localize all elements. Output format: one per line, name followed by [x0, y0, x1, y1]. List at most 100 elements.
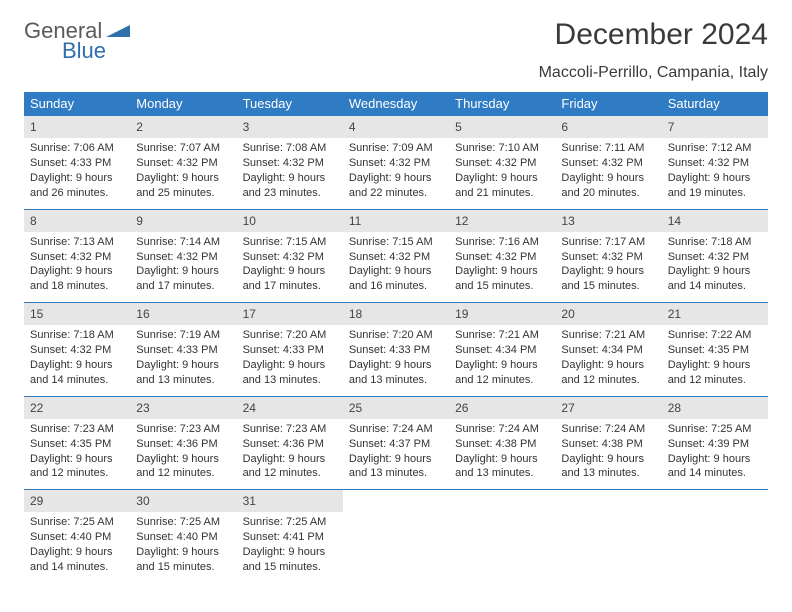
day-data-cell: [555, 512, 661, 582]
day-data-cell: Sunrise: 7:19 AMSunset: 4:33 PMDaylight:…: [130, 325, 236, 396]
day-data-cell: Sunrise: 7:18 AMSunset: 4:32 PMDaylight:…: [662, 232, 768, 303]
day-data-cell: [662, 512, 768, 582]
day-data-cell: Sunrise: 7:25 AMSunset: 4:41 PMDaylight:…: [237, 512, 343, 582]
day-number-cell: 25: [343, 396, 449, 419]
sunrise-line: Sunrise: 7:23 AM: [30, 422, 124, 437]
day-number-cell: 5: [449, 116, 555, 139]
daylight-line: Daylight: 9 hours and 15 minutes.: [561, 264, 655, 294]
sunset-line: Sunset: 4:32 PM: [561, 250, 655, 265]
daylight-line: Daylight: 9 hours and 13 minutes.: [243, 358, 337, 388]
day-number-cell: 28: [662, 396, 768, 419]
day-number-cell: 9: [130, 209, 236, 232]
sunrise-line: Sunrise: 7:21 AM: [455, 328, 549, 343]
day-data-row: Sunrise: 7:18 AMSunset: 4:32 PMDaylight:…: [24, 325, 768, 396]
day-data-cell: Sunrise: 7:25 AMSunset: 4:39 PMDaylight:…: [662, 419, 768, 490]
day-data-row: Sunrise: 7:06 AMSunset: 4:33 PMDaylight:…: [24, 138, 768, 209]
day-data-cell: [449, 512, 555, 582]
daylight-line: Daylight: 9 hours and 13 minutes.: [349, 452, 443, 482]
sunset-line: Sunset: 4:38 PM: [561, 437, 655, 452]
sunrise-line: Sunrise: 7:23 AM: [243, 422, 337, 437]
sunset-line: Sunset: 4:39 PM: [668, 437, 762, 452]
sunrise-line: Sunrise: 7:25 AM: [668, 422, 762, 437]
daylight-line: Daylight: 9 hours and 12 minutes.: [561, 358, 655, 388]
day-number-cell: 4: [343, 116, 449, 139]
sunrise-line: Sunrise: 7:25 AM: [243, 515, 337, 530]
sunset-line: Sunset: 4:32 PM: [30, 343, 124, 358]
sunset-line: Sunset: 4:32 PM: [30, 250, 124, 265]
sunset-line: Sunset: 4:33 PM: [136, 343, 230, 358]
day-data-cell: Sunrise: 7:25 AMSunset: 4:40 PMDaylight:…: [24, 512, 130, 582]
sunset-line: Sunset: 4:34 PM: [455, 343, 549, 358]
day-data-cell: Sunrise: 7:23 AMSunset: 4:35 PMDaylight:…: [24, 419, 130, 490]
sunrise-line: Sunrise: 7:16 AM: [455, 235, 549, 250]
sunset-line: Sunset: 4:33 PM: [30, 156, 124, 171]
day-data-cell: Sunrise: 7:10 AMSunset: 4:32 PMDaylight:…: [449, 138, 555, 209]
daylight-line: Daylight: 9 hours and 15 minutes.: [243, 545, 337, 575]
sunset-line: Sunset: 4:32 PM: [243, 250, 337, 265]
day-number-cell: [555, 490, 661, 513]
day-data-cell: Sunrise: 7:17 AMSunset: 4:32 PMDaylight:…: [555, 232, 661, 303]
sunset-line: Sunset: 4:32 PM: [455, 156, 549, 171]
daylight-line: Daylight: 9 hours and 13 minutes.: [455, 452, 549, 482]
daylight-line: Daylight: 9 hours and 16 minutes.: [349, 264, 443, 294]
sunset-line: Sunset: 4:32 PM: [136, 156, 230, 171]
sunset-line: Sunset: 4:34 PM: [561, 343, 655, 358]
day-number-cell: 15: [24, 303, 130, 326]
sunrise-line: Sunrise: 7:10 AM: [455, 141, 549, 156]
daylight-line: Daylight: 9 hours and 13 minutes.: [349, 358, 443, 388]
daylight-line: Daylight: 9 hours and 21 minutes.: [455, 171, 549, 201]
day-number-cell: 11: [343, 209, 449, 232]
day-number-cell: 10: [237, 209, 343, 232]
sunset-line: Sunset: 4:32 PM: [455, 250, 549, 265]
weekday-header: Tuesday: [237, 92, 343, 116]
sunrise-line: Sunrise: 7:15 AM: [243, 235, 337, 250]
daylight-line: Daylight: 9 hours and 15 minutes.: [455, 264, 549, 294]
day-data-cell: Sunrise: 7:11 AMSunset: 4:32 PMDaylight:…: [555, 138, 661, 209]
day-number-cell: [449, 490, 555, 513]
day-data-cell: Sunrise: 7:21 AMSunset: 4:34 PMDaylight:…: [555, 325, 661, 396]
day-data-cell: Sunrise: 7:23 AMSunset: 4:36 PMDaylight:…: [130, 419, 236, 490]
location-text: Maccoli-Perrillo, Campania, Italy: [24, 64, 768, 82]
daylight-line: Daylight: 9 hours and 15 minutes.: [136, 545, 230, 575]
daylight-line: Daylight: 9 hours and 17 minutes.: [136, 264, 230, 294]
day-number-cell: 7: [662, 116, 768, 139]
sunset-line: Sunset: 4:36 PM: [243, 437, 337, 452]
day-number-row: 22232425262728: [24, 396, 768, 419]
day-number-cell: 24: [237, 396, 343, 419]
day-data-cell: Sunrise: 7:25 AMSunset: 4:40 PMDaylight:…: [130, 512, 236, 582]
day-data-cell: Sunrise: 7:07 AMSunset: 4:32 PMDaylight:…: [130, 138, 236, 209]
sunrise-line: Sunrise: 7:07 AM: [136, 141, 230, 156]
sunset-line: Sunset: 4:33 PM: [243, 343, 337, 358]
sunrise-line: Sunrise: 7:24 AM: [561, 422, 655, 437]
sunset-line: Sunset: 4:38 PM: [455, 437, 549, 452]
daylight-line: Daylight: 9 hours and 22 minutes.: [349, 171, 443, 201]
day-number-cell: 30: [130, 490, 236, 513]
sunset-line: Sunset: 4:32 PM: [668, 250, 762, 265]
day-number-cell: 22: [24, 396, 130, 419]
weekday-header: Friday: [555, 92, 661, 116]
day-number-cell: 13: [555, 209, 661, 232]
day-number-cell: 29: [24, 490, 130, 513]
daylight-line: Daylight: 9 hours and 14 minutes.: [30, 545, 124, 575]
day-data-cell: Sunrise: 7:13 AMSunset: 4:32 PMDaylight:…: [24, 232, 130, 303]
daylight-line: Daylight: 9 hours and 13 minutes.: [136, 358, 230, 388]
day-number-row: 293031: [24, 490, 768, 513]
sunset-line: Sunset: 4:40 PM: [136, 530, 230, 545]
day-number-cell: [662, 490, 768, 513]
daylight-line: Daylight: 9 hours and 26 minutes.: [30, 171, 124, 201]
sunrise-line: Sunrise: 7:25 AM: [30, 515, 124, 530]
weekday-header: Wednesday: [343, 92, 449, 116]
day-number-cell: 2: [130, 116, 236, 139]
day-data-cell: Sunrise: 7:06 AMSunset: 4:33 PMDaylight:…: [24, 138, 130, 209]
daylight-line: Daylight: 9 hours and 13 minutes.: [561, 452, 655, 482]
sunrise-line: Sunrise: 7:20 AM: [349, 328, 443, 343]
weekday-header: Sunday: [24, 92, 130, 116]
day-data-cell: Sunrise: 7:15 AMSunset: 4:32 PMDaylight:…: [237, 232, 343, 303]
daylight-line: Daylight: 9 hours and 12 minutes.: [243, 452, 337, 482]
weekday-header: Thursday: [449, 92, 555, 116]
sunrise-line: Sunrise: 7:15 AM: [349, 235, 443, 250]
sunrise-line: Sunrise: 7:24 AM: [455, 422, 549, 437]
daylight-line: Daylight: 9 hours and 12 minutes.: [668, 358, 762, 388]
day-number-cell: 1: [24, 116, 130, 139]
sunset-line: Sunset: 4:35 PM: [668, 343, 762, 358]
